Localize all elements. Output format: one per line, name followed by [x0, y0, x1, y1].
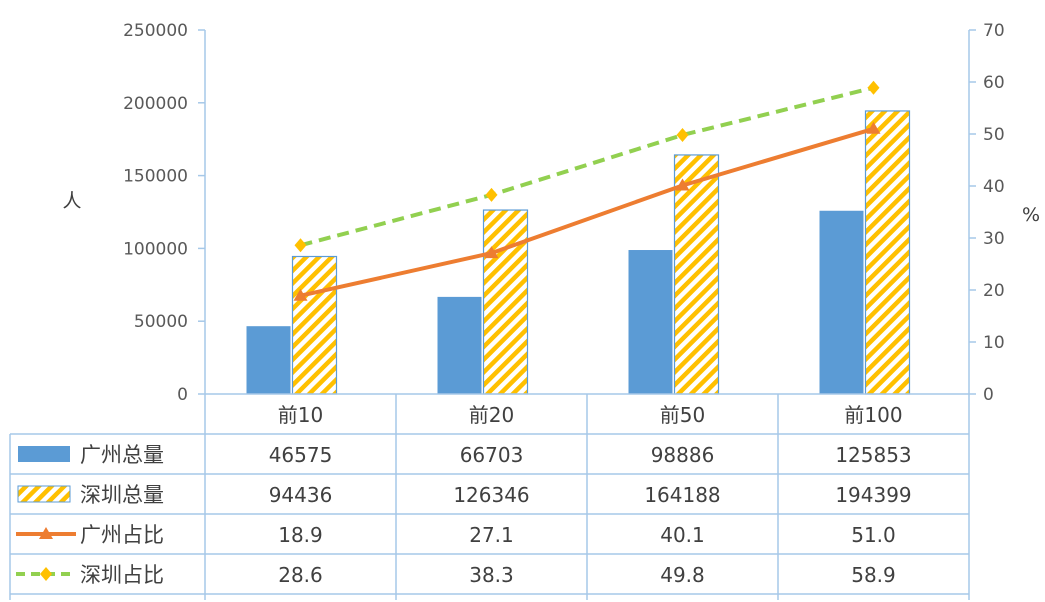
y-left-tick-label: 50000: [134, 312, 188, 332]
data-label: 51.0: [851, 523, 896, 547]
y-axis-left-title: 人: [62, 190, 81, 212]
data-label: 46575: [269, 443, 333, 467]
point-guangzhou-share-3: [866, 121, 881, 134]
y-right-tick-label: 10: [983, 333, 1005, 353]
y-right-tick-label: 50: [983, 125, 1005, 145]
data-label: 194399: [835, 483, 911, 507]
data-label: 126346: [453, 483, 529, 507]
bar-guangzhou-total-3: [819, 210, 864, 394]
category-label: 前100: [844, 403, 902, 427]
data-label: 28.6: [278, 563, 323, 587]
point-shenzhen-share-2: [676, 128, 689, 143]
data-label: 98886: [651, 443, 715, 467]
legend-key-shenzhen-total: [17, 485, 71, 503]
point-shenzhen-share-1: [485, 187, 498, 202]
legend-entry: 深圳占比: [80, 563, 164, 587]
point-shenzhen-share-3: [867, 80, 880, 95]
y-left-tick-label: 100000: [123, 239, 188, 259]
legend-entry: 深圳总量: [80, 483, 164, 507]
category-label: 前10: [278, 403, 323, 427]
bar-shenzhen-total-2: [673, 154, 720, 395]
category-label: 前20: [469, 403, 514, 427]
legend-entry: 广州占比: [80, 523, 164, 547]
data-label: 40.1: [660, 523, 705, 547]
data-label: 27.1: [469, 523, 514, 547]
data-label: 66703: [460, 443, 524, 467]
y-right-tick-label: 0: [983, 385, 994, 405]
point-guangzhou-share-2: [675, 178, 690, 191]
y-right-tick-label: 70: [983, 21, 1005, 41]
point-shenzhen-share-0: [294, 238, 307, 253]
legend-marker-guangzhou-share: [39, 527, 53, 539]
data-label: 94436: [269, 483, 333, 507]
y-left-tick-label: 150000: [123, 167, 188, 187]
line-guangzhou-share: [300, 126, 875, 298]
legend-marker-shenzhen-share: [40, 567, 52, 581]
y-left-tick-label: 200000: [123, 94, 188, 114]
data-label: 125853: [835, 443, 911, 467]
data-label: 49.8: [660, 563, 705, 587]
bar-shenzhen-total-1: [482, 209, 529, 395]
y-left-tick-label: 0: [177, 385, 188, 405]
line-shenzhen-share: [299, 85, 874, 248]
point-guangzhou-share-0: [293, 288, 308, 301]
y-axis-right-title: %: [1022, 204, 1040, 226]
category-label: 前50: [660, 403, 705, 427]
point-guangzhou-share-1: [484, 246, 499, 259]
y-left-tick-label: 250000: [123, 21, 188, 41]
bar-shenzhen-total-3: [864, 110, 911, 395]
bar-shenzhen-total-0: [291, 255, 338, 395]
bar-guangzhou-total-0: [246, 326, 291, 394]
y-right-tick-label: 30: [983, 229, 1005, 249]
lines: [293, 80, 881, 301]
bar-guangzhou-total-1: [437, 296, 482, 394]
y-right-tick-label: 60: [983, 73, 1005, 93]
data-label: 38.3: [469, 563, 514, 587]
y-right-tick-label: 20: [983, 281, 1005, 301]
bar-guangzhou-total-2: [628, 250, 673, 394]
data-label: 58.9: [851, 563, 896, 587]
axes: 0 50000 100000 150000 200000 250000 0 10 20 30 40 5…: [123, 21, 1005, 405]
data-table: 前10 前20 前50 前100 广州总量 46575 66703 98886 125853 深圳…: [9, 393, 970, 600]
y-right-tick-label: 40: [983, 177, 1005, 197]
legend-entry: 广州总量: [80, 443, 164, 467]
data-label: 18.9: [278, 523, 323, 547]
bars: [246, 110, 911, 395]
data-label: 164188: [644, 483, 720, 507]
legend-key-guangzhou-total: [18, 446, 70, 462]
